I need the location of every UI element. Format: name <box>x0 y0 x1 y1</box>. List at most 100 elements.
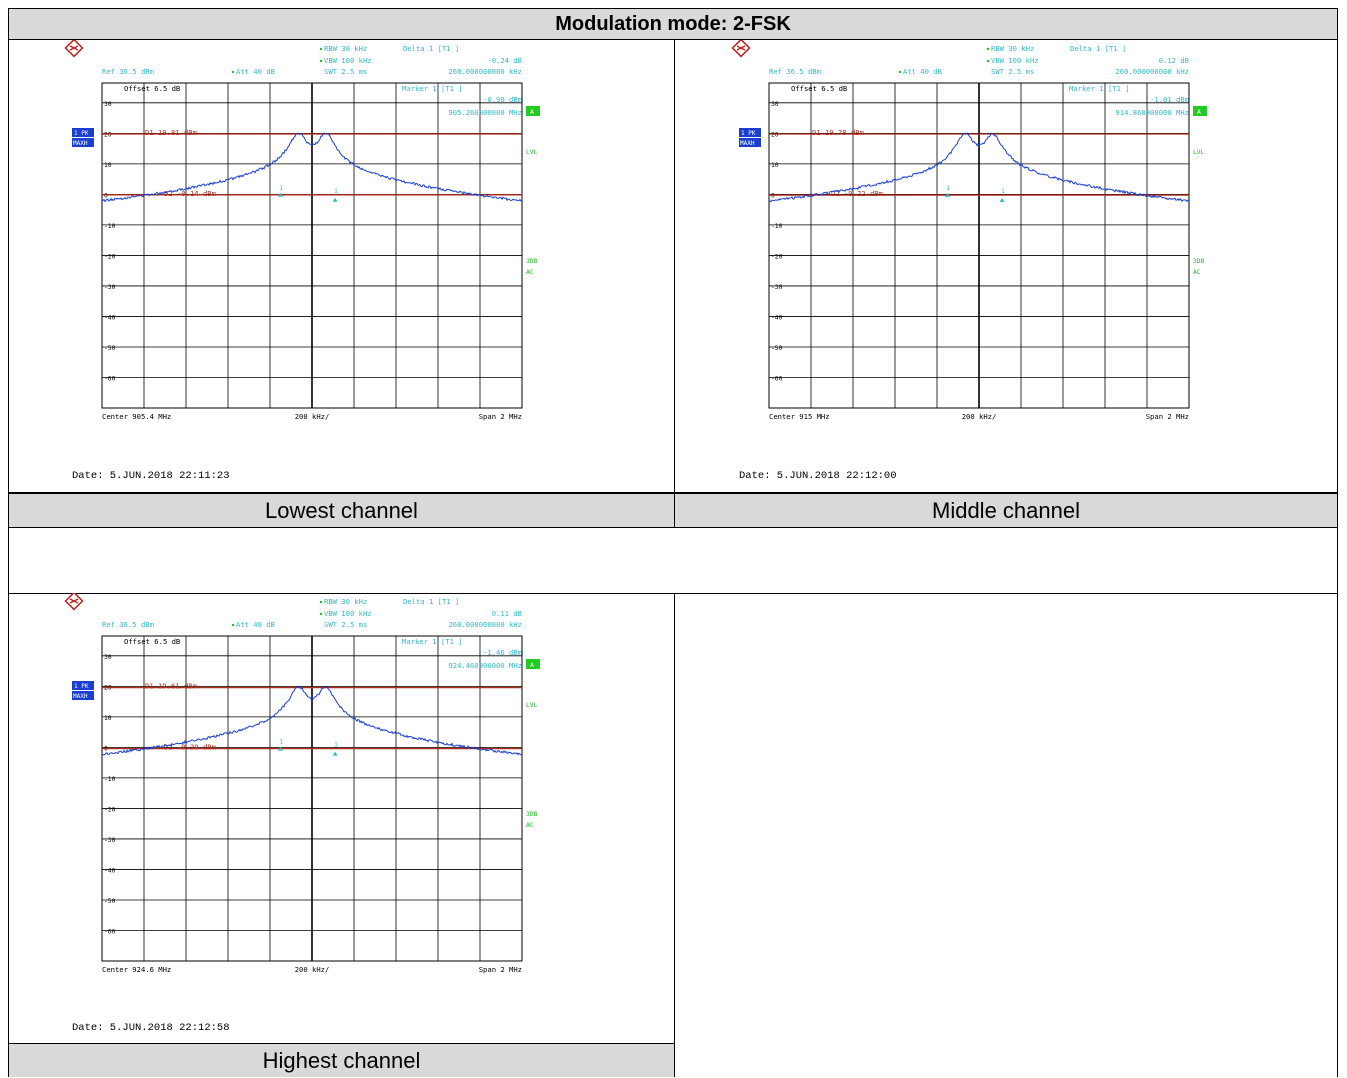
marker-value: -1.46 dBm <box>483 648 522 657</box>
spectrum-plot: RBW 30 kHz VBW 100 kHz SWT 2.5 ms Ref 36.5 … <box>64 593 540 974</box>
offset-text: Offset 6.5 dB <box>791 84 847 93</box>
span-label: Span 2 MHz <box>479 412 522 421</box>
delta-value: -0.24 dB <box>487 56 522 65</box>
y-tick-label: 30 <box>104 654 112 661</box>
sdb-label: 3DB <box>526 258 538 265</box>
sdb-label: 3DB <box>1193 258 1205 265</box>
y-tick-label: -10 <box>104 776 116 783</box>
swt-text: SWT 2.5 ms <box>991 67 1034 76</box>
delta-freq: 260.000000000 kHz <box>1115 67 1189 76</box>
att-text: Att 40 dB <box>903 67 942 76</box>
column-divider <box>674 593 675 1077</box>
spectrum-panel-lowest: RBW 30 kHz VBW 100 kHz SWT 2.5 ms Ref 36.5 … <box>60 40 540 490</box>
marker-label: Marker 1 [T1 ] <box>402 637 463 646</box>
ac-label: AC <box>1193 269 1201 276</box>
pk-label: 1 PK <box>741 130 756 137</box>
vbw-text: VBW 100 kHz <box>991 56 1039 65</box>
marker-value: -0.90 dBm <box>483 95 522 104</box>
y-tick-label: 10 <box>104 715 112 722</box>
marker-1-icon <box>278 746 283 751</box>
marker-1-label: 1 <box>280 185 284 192</box>
caption-lowest: Lowest channel <box>9 493 674 527</box>
a-badge <box>1193 106 1207 116</box>
marker-2-icon <box>999 198 1005 203</box>
delta-freq: 260.000000000 kHz <box>448 620 522 629</box>
delta-value: 0.11 dB <box>492 609 522 618</box>
att-text: Att 40 dB <box>236 67 275 76</box>
y-tick-label: -60 <box>771 375 783 382</box>
d1-label: D1 19.61 dBm <box>145 682 197 691</box>
marker-freq: 914.860000000 MHz <box>1115 108 1189 117</box>
center-freq-label: Center 905.4 MHz <box>102 412 171 421</box>
date-lowest: Date: 5.JUN.2018 22:11:23 <box>72 470 230 482</box>
y-tick-label: -60 <box>104 375 116 382</box>
swt-text: SWT 2.5 ms <box>324 67 367 76</box>
spectrum-panel-middle: RBW 30 kHz VBW 100 kHz SWT 2.5 ms Ref 36.5 … <box>727 40 1207 490</box>
y-tick-label: 10 <box>771 162 779 169</box>
att-text: Att 40 dB <box>236 620 275 629</box>
row-divider <box>8 492 1338 493</box>
y-tick-label: -60 <box>104 928 116 935</box>
center-freq-label: Center 915 MHz <box>769 412 830 421</box>
center-freq-label: Center 924.6 MHz <box>102 965 171 974</box>
span-label: Span 2 MHz <box>479 965 522 974</box>
spectrum-plot: RBW 30 kHz VBW 100 kHz SWT 2.5 ms Ref 36.5 … <box>64 40 540 421</box>
offset-text: Offset 6.5 dB <box>124 84 180 93</box>
marker-label: Marker 1 [T1 ] <box>402 84 463 93</box>
y-tick-label: 30 <box>104 101 112 108</box>
row-divider <box>8 527 1338 528</box>
div-label: 200 kHz/ <box>295 412 330 421</box>
a-badge <box>526 659 540 669</box>
marker-1-label: 1 <box>947 185 951 192</box>
ac-label: AC <box>526 822 534 829</box>
y-tick-label: -50 <box>771 345 783 352</box>
y-tick-label: -20 <box>771 253 783 260</box>
column-divider <box>674 40 675 528</box>
marker-1-label: 1 <box>280 739 284 746</box>
a-label: A <box>1197 108 1201 116</box>
caption-highest: Highest channel <box>9 1043 674 1077</box>
y-tick-label: -50 <box>104 898 116 905</box>
maxh-label: MAXH <box>73 693 88 700</box>
y-tick-label: -40 <box>104 867 116 874</box>
y-tick-label: 0 <box>771 192 775 199</box>
rohde-schwarz-logo-icon <box>64 593 84 611</box>
maxh-badge <box>739 138 761 147</box>
rbw-text: RBW 30 kHz <box>991 44 1034 53</box>
sdb-label: 3DB <box>526 811 538 818</box>
d2-label: D2 -0.14 dBm <box>164 189 216 198</box>
offset-text: Offset 6.5 dB <box>124 637 180 646</box>
spectrum-trace <box>768 132 1190 203</box>
maxh-badge <box>72 138 94 147</box>
delta-freq: 260.000000000 kHz <box>448 67 522 76</box>
y-tick-label: 20 <box>104 131 112 138</box>
delta-label: Delta 1 [T1 ] <box>1070 44 1126 53</box>
delta-value: 0.12 dB <box>1159 56 1189 65</box>
y-tick-label: -40 <box>104 314 116 321</box>
d1-label: D1 19.81 dBm <box>145 128 197 137</box>
marker-1-icon <box>278 192 283 197</box>
row-divider <box>8 593 1338 594</box>
y-tick-label: -10 <box>771 223 783 230</box>
y-tick-label: 10 <box>104 162 112 169</box>
y-tick-label: -10 <box>104 223 116 230</box>
y-tick-label: -40 <box>771 314 783 321</box>
y-tick-label: 30 <box>771 101 779 108</box>
a-label: A <box>530 108 534 116</box>
marker-2-label: 1 <box>334 742 338 749</box>
swt-text: SWT 2.5 ms <box>324 620 367 629</box>
y-tick-label: -30 <box>771 284 783 291</box>
rbw-text: RBW 30 kHz <box>324 44 367 53</box>
a-badge <box>526 106 540 116</box>
lvl-label: LVL <box>1193 149 1205 156</box>
span-label: Span 2 MHz <box>1146 412 1189 421</box>
vbw-text: VBW 100 kHz <box>324 56 372 65</box>
rbw-text: RBW 30 kHz <box>324 597 367 606</box>
y-tick-label: -30 <box>104 837 116 844</box>
rohde-schwarz-logo-icon <box>731 40 751 58</box>
date-highest: Date: 5.JUN.2018 22:12:58 <box>72 1022 230 1034</box>
marker-label: Marker 1 [T1 ] <box>1069 84 1130 93</box>
pk-label: 1 PK <box>74 683 89 690</box>
marker-1-icon <box>945 193 950 198</box>
div-label: 200 kHz/ <box>962 412 997 421</box>
